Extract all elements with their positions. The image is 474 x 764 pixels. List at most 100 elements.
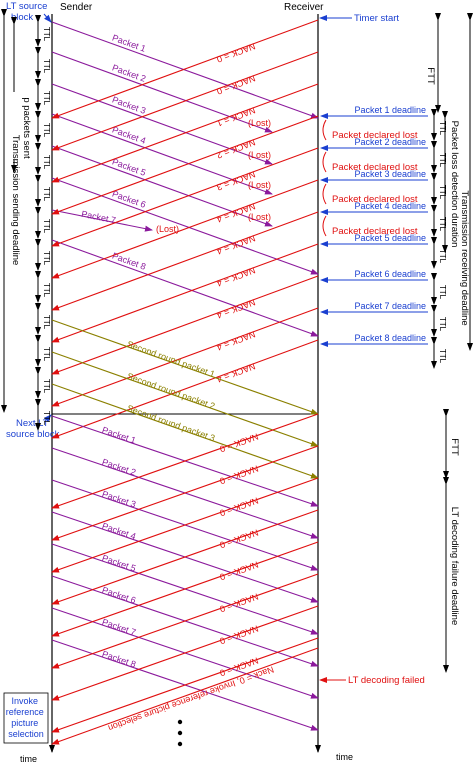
deadline-row: Packet 1 deadline TTL xyxy=(320,105,447,141)
ttl-marker: TTL xyxy=(431,205,447,237)
declared-lost-label: Packet declared lost xyxy=(332,194,418,205)
deadline-label: Packet 1 deadline xyxy=(354,105,426,115)
deadline-row: Packet 8 deadline TTL xyxy=(320,333,447,369)
packet-arrow-label: Packet 2 xyxy=(111,62,147,83)
deadline-row: Packet 3 deadline TTL xyxy=(320,169,447,205)
svg-text:Invoke reference p: Invoke reference picture selection xyxy=(6,696,47,739)
lt-decoding-failed-label: LT decoding failed xyxy=(348,675,425,686)
invoke-line-1: Invoke xyxy=(11,696,38,706)
nack-arrow-label: NACK = 0 xyxy=(218,431,259,454)
message-arrows: Packet 1 Packet 2 (Lost) Packet 3 (Lost) Pack… xyxy=(51,19,319,745)
packet-arrow-label: Packet 4 xyxy=(101,521,137,542)
ttl-label: TTL xyxy=(42,411,51,426)
ttl-label: TTL xyxy=(42,283,51,298)
packet-arrow: Packet 7 xyxy=(51,209,153,232)
packet-arrow-label: Packet 7 xyxy=(101,617,137,638)
nack-arrow: NACK = 4 xyxy=(51,211,319,311)
ttl-marker: TTL xyxy=(35,271,51,303)
ttl-label: TTL xyxy=(42,59,51,74)
nack-arrow-label: NACK = 0 xyxy=(215,41,256,64)
ttl-label: TTL xyxy=(42,187,51,202)
deadline-row: Packet 2 deadline TTL xyxy=(320,137,447,173)
ttl-marker: TTL xyxy=(35,399,51,431)
packet-arrow-label: Packet 4 xyxy=(111,124,147,145)
ttl-marker: TTL xyxy=(431,337,447,369)
ttl-label: TTL xyxy=(42,219,51,234)
ttl-label: TTL xyxy=(438,121,447,136)
ttl-label: TTL xyxy=(438,285,447,300)
packet-arrow: Packet 8 xyxy=(51,239,319,337)
p-packets-sent-label: p packets sent xyxy=(21,97,32,159)
lost-label: (Lost) xyxy=(248,118,271,128)
packet-arrow-label: Packet 2 xyxy=(101,457,137,478)
declared-lost-label: Packet declared lost xyxy=(332,226,418,237)
nack-arrow-label: NACK = 0 xyxy=(218,559,259,582)
nack-arrow-label: NACK = 0 xyxy=(218,623,259,646)
ttl-markers: TTL TTL TTL TTL TTL TTL TTL TTL TTL TTL TTL TTL TTL xyxy=(35,15,51,431)
packet-arrow: Packet 6 xyxy=(51,177,319,275)
nack-invoke-arrow: Nack = 0, Invoke reference picture selec… xyxy=(51,647,319,745)
ttl-label: TTL xyxy=(438,249,447,264)
packet-arrow-label: Packet 1 xyxy=(111,33,147,54)
nack-arrow-label: NACK = 0 xyxy=(218,591,259,614)
nack-arrow-label: NACK = 4 xyxy=(215,265,256,288)
ttl-label: TTL xyxy=(438,185,447,200)
ttl-marker: TTL xyxy=(35,207,51,239)
deadline-label: Packet 7 deadline xyxy=(354,301,426,311)
invoke-line-2: reference xyxy=(6,707,44,717)
declared-lost-bracket: Packet declared lost xyxy=(322,151,418,173)
lost-label: (Lost) xyxy=(248,180,271,190)
nack-arrow: NACK = 2 xyxy=(51,115,319,215)
deadline-row: Packet 4 deadline TTL xyxy=(320,201,447,237)
packet-loss-detection-duration-label: Packet loss detection duration xyxy=(449,121,460,248)
nack-arrow-label: NACK = 4 xyxy=(215,329,256,352)
receiver-label: Receiver xyxy=(284,2,324,13)
lt-source-block-line-2: block xyxy=(11,12,33,23)
declared-lost-label: Packet declared lost xyxy=(332,162,418,173)
lost-label: (Lost) xyxy=(248,212,271,222)
lt-source-block-pointer xyxy=(43,13,52,23)
ttl-label: TTL xyxy=(42,315,51,330)
packet-arrow-label: Packet 6 xyxy=(101,585,137,606)
ttl-marker: TTL xyxy=(35,175,51,207)
receiver-deadlines: Packet 1 deadline TTL Packet 2 deadline TTL… xyxy=(320,105,447,369)
packet-arrow-label: Packet 3 xyxy=(101,489,137,510)
continuation-dot xyxy=(177,741,183,747)
declared-lost-label: Packet declared lost xyxy=(332,130,418,141)
ttl-label: TTL xyxy=(438,153,447,168)
ttl-marker: TTL xyxy=(35,111,51,143)
declared-lost-bracket: Packet declared lost xyxy=(322,215,418,237)
transmission-sending-deadline-label: Transmission sending deadline xyxy=(10,135,21,266)
nack-arrow-label: NACK = 0 xyxy=(218,463,259,486)
lost-label: (Lost) xyxy=(248,150,271,160)
packet-arrow-label: Packet 5 xyxy=(111,156,147,177)
ttl-marker: TTL xyxy=(35,239,51,271)
deadline-label: Packet 4 deadline xyxy=(354,201,426,211)
ttl-marker: TTL xyxy=(35,79,51,111)
nack-arrow-label: NACK = 4 xyxy=(215,361,256,384)
ttl-marker: TTL xyxy=(35,143,51,175)
deadline-label: Packet 3 deadline xyxy=(354,169,426,179)
transmission-receiving-deadline-label: Transmission receiving deadline xyxy=(459,190,470,325)
ttl-marker: TTL xyxy=(35,303,51,335)
deadline-label: Packet 6 deadline xyxy=(354,269,426,279)
nack-arrow-label: NACK = 0 xyxy=(215,73,256,96)
ttl-marker: TTL xyxy=(431,237,447,269)
sender-label: Sender xyxy=(60,2,93,13)
packet-arrow-label: Packet 7 xyxy=(80,209,116,226)
nack-arrow-label: NACK = 0 xyxy=(218,527,259,550)
ttl-label: TTL xyxy=(438,217,447,232)
ttl-label: TTL xyxy=(42,347,51,362)
ttl-label: TTL xyxy=(42,27,51,42)
ttl-marker: TTL xyxy=(431,273,447,305)
ttl-marker: TTL xyxy=(431,109,447,141)
ttl-label: TTL xyxy=(438,349,447,364)
deadline-row: Packet 7 deadline TTL xyxy=(320,301,447,337)
packet-arrow-label: Packet 1 xyxy=(101,425,137,446)
nack-arrow: NACK = 4 xyxy=(51,243,319,343)
lt-source-block-label: LT source block xyxy=(6,1,50,23)
next-lt-source-block-pointer xyxy=(43,414,52,423)
ttl-marker: TTL xyxy=(431,305,447,337)
time-label-left: time xyxy=(20,754,37,764)
continuation-dot xyxy=(177,730,183,736)
